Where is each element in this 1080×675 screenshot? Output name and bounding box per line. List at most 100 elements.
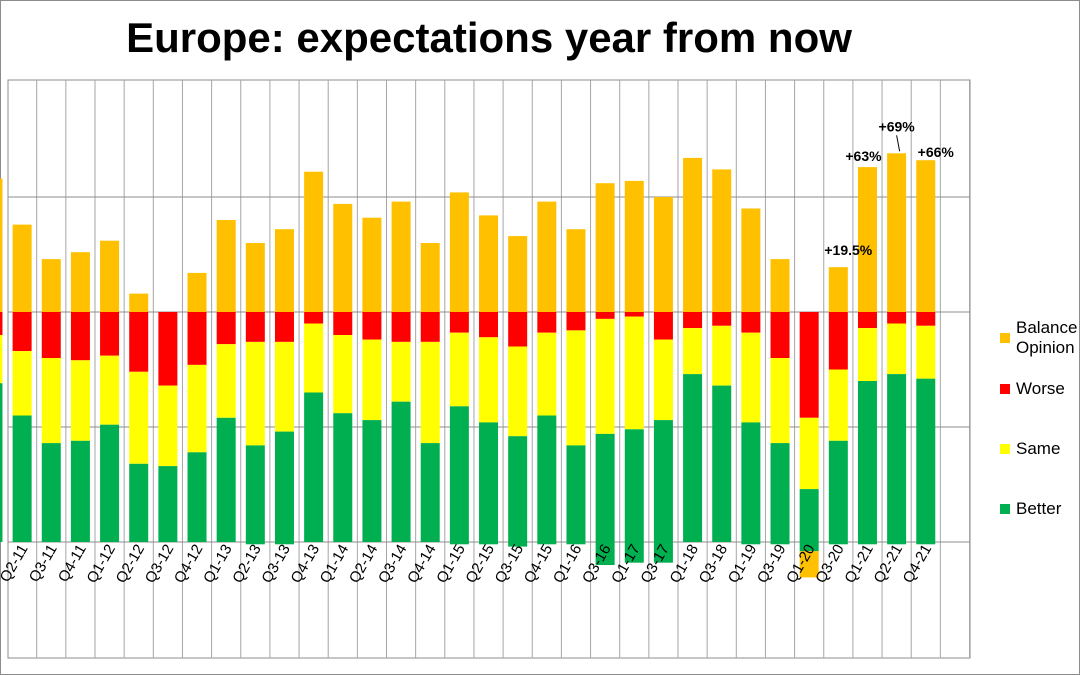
bar-worse [770, 312, 790, 358]
bar-same [566, 330, 586, 446]
bar-better [187, 452, 207, 542]
bar-same [333, 335, 353, 414]
x-tick-label: Q1-16 [550, 542, 586, 587]
x-tick-label: Q1-12 [83, 542, 119, 587]
bar-worse [158, 312, 178, 386]
bar-better [741, 422, 761, 545]
bar-better [857, 381, 877, 545]
bar-same [41, 358, 61, 444]
bar-worse [712, 312, 732, 326]
legend-label-same: Same [1016, 438, 1061, 458]
bar-better [916, 378, 936, 545]
bar-balance [828, 267, 848, 312]
bar-worse [245, 312, 265, 342]
bar-balance [245, 243, 265, 312]
legend-item-same: Same [1000, 438, 1060, 459]
bar-worse [741, 312, 761, 333]
x-tick-label: Q4-21 [900, 542, 936, 587]
bar-worse [828, 312, 848, 370]
bar-balance [362, 217, 382, 312]
bar-balance [12, 224, 32, 312]
data-label-leader [896, 135, 901, 152]
bar-balance [887, 153, 907, 312]
bar-same [216, 344, 236, 418]
bar-same [158, 385, 178, 467]
bar-better [537, 415, 557, 545]
bar-worse [304, 312, 324, 324]
bar-balance [741, 208, 761, 312]
bar-worse [362, 312, 382, 340]
legend-item-better: Better [1000, 498, 1061, 519]
bar-same [508, 346, 528, 437]
bar-worse [12, 312, 32, 352]
bar-worse [391, 312, 411, 342]
bar-same [683, 328, 703, 375]
bar-balance [508, 236, 528, 312]
x-tick-label: Q2-14 [346, 542, 382, 587]
bar-balance [333, 203, 353, 312]
bar-same [624, 316, 644, 430]
bar-worse [216, 312, 236, 345]
x-tick-label: Q1-21 [841, 542, 877, 587]
bar-better [887, 374, 907, 545]
bar-better [420, 443, 440, 542]
legend-label-balance: Balance ofOpinion [1016, 318, 1080, 357]
bar-balance [653, 197, 673, 312]
x-tick-label: Q1-15 [433, 542, 469, 587]
bar-balance [624, 180, 644, 312]
bar-better [828, 440, 848, 545]
bar-better [216, 417, 236, 542]
bar-better [245, 445, 265, 545]
bar-worse [100, 312, 120, 356]
bar-better [129, 463, 149, 542]
chart-title: Europe: expectations year from now [126, 14, 852, 61]
bar-same [274, 341, 294, 432]
bar-balance [70, 252, 90, 312]
bar-worse [187, 312, 207, 365]
bar-worse [449, 312, 469, 333]
bar-balance [770, 259, 790, 312]
bar-better [508, 436, 528, 547]
x-tick-label: Q3-12 [142, 542, 178, 587]
bar-worse [887, 312, 907, 324]
bar-better [70, 440, 90, 542]
bar-same [362, 339, 382, 421]
bar-same [100, 355, 120, 425]
bar-balance [187, 272, 207, 312]
bar-worse [595, 312, 615, 319]
x-tick-label: Q1-19 [725, 542, 761, 587]
bar-balance [799, 551, 819, 578]
bar-better [362, 420, 382, 542]
x-tick-label: Q2-13 [229, 542, 265, 587]
x-tick-label: Q4-12 [171, 542, 207, 587]
bar-better [333, 413, 353, 542]
bar-worse [537, 312, 557, 333]
bar-same [712, 325, 732, 386]
bar-better [799, 489, 819, 552]
legend-swatch-better [1000, 503, 1010, 514]
bar-balance [712, 169, 732, 312]
x-tick-label: Q3-13 [258, 542, 294, 587]
legend-item-balance: Balance ofOpinion [1000, 318, 1080, 358]
bar-balance [916, 160, 936, 312]
bar-worse [0, 312, 3, 335]
bar-worse [916, 312, 936, 326]
bar-worse [683, 312, 703, 329]
bar-same [187, 364, 207, 453]
bar-better [566, 445, 586, 545]
bar-worse [129, 312, 149, 372]
bar-same [391, 341, 411, 402]
bar-worse [41, 312, 61, 358]
x-tick-label: Q3-11 [26, 542, 61, 586]
bar-better [653, 420, 673, 563]
bar-worse [624, 312, 644, 317]
bar-same [799, 417, 819, 490]
bar-worse [274, 312, 294, 342]
bar-worse [508, 312, 528, 347]
bar-worse [857, 312, 877, 329]
legend-label-worse: Worse [1016, 378, 1065, 398]
data-label: +66% [918, 144, 955, 160]
bar-worse [420, 312, 440, 342]
bar-same [537, 332, 557, 416]
bar-worse [799, 312, 819, 418]
